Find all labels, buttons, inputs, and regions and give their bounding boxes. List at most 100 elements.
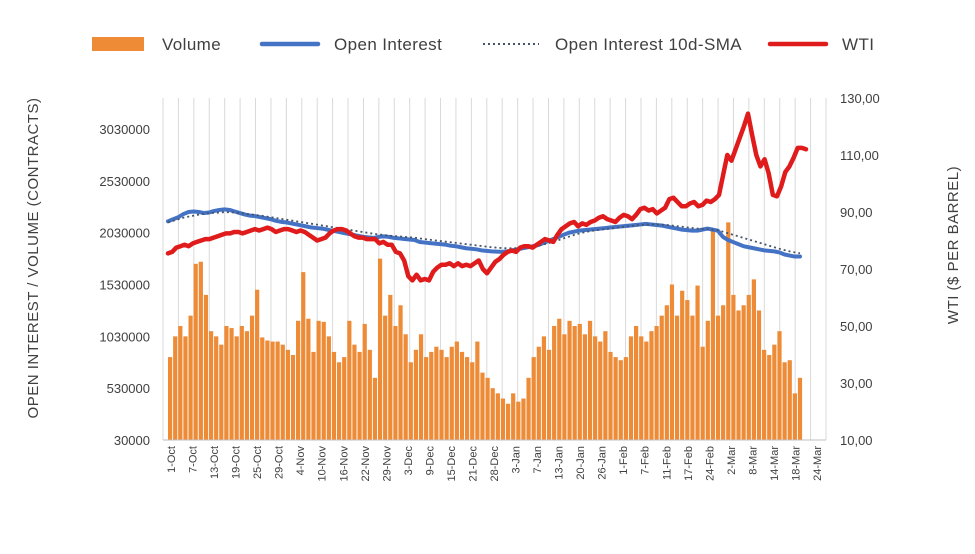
axes: 3030000 2530000 2030000 1530000 1030000 53000… (99, 91, 879, 481)
x-tick-label: 1-Feb (618, 446, 630, 475)
volume-bar (721, 305, 726, 440)
volume-bar (480, 372, 485, 440)
volume-bar (362, 323, 367, 440)
volume-bar (562, 334, 567, 440)
volume-bar (715, 315, 721, 440)
x-tick-label: 29-Oct (274, 446, 286, 479)
volume-bar (598, 341, 603, 440)
volume-bar (183, 336, 188, 440)
volume-bar (577, 323, 582, 440)
volume-bar (751, 279, 756, 440)
volume-bar (424, 357, 429, 440)
volume-bar (229, 328, 234, 440)
legend-label: WTI (842, 35, 874, 54)
volume-bar (301, 272, 306, 440)
volume-bar (762, 349, 767, 440)
volume-bar (587, 320, 593, 440)
legend-label: Volume (162, 35, 221, 54)
volume-bar (634, 326, 639, 440)
volume-bar (582, 334, 587, 440)
open-interest-sma-line (167, 211, 801, 255)
y2-tick-label: 70,00 (840, 262, 873, 277)
y2-tick-label: 110,00 (840, 148, 879, 163)
volume-bar (178, 326, 183, 440)
volume-bar (669, 284, 675, 440)
legend-item: Open Interest (259, 35, 442, 54)
volume-bar (214, 336, 219, 440)
volume-bar (367, 349, 372, 440)
volume-bar (198, 261, 203, 440)
volume-bar (572, 326, 577, 440)
volume-bar (331, 351, 337, 440)
volume-bar (552, 326, 557, 440)
volume-bar (680, 290, 685, 440)
x-tick-label: 2-Mar (726, 446, 738, 475)
open-interest-line (166, 207, 802, 259)
volume-bar (234, 336, 239, 440)
volume-bar (618, 360, 623, 440)
volume-bar (674, 315, 680, 440)
x-tick-label: 18-Mar (790, 446, 802, 481)
x-tick-label: 24-Feb (704, 446, 716, 481)
volume-bar (767, 355, 772, 440)
volume-bar (270, 341, 275, 440)
volume-bar (403, 334, 408, 440)
y-tick-label: 30000 (114, 433, 150, 448)
volume-bar (797, 377, 803, 440)
volume-bar (490, 388, 495, 440)
volume-bar (352, 344, 357, 440)
y2-axis-title: WTI ($ PER BARREL) (945, 166, 962, 324)
x-tick-label: 9-Dec (424, 446, 436, 476)
volume-bar (792, 393, 797, 440)
volume-bar (429, 351, 434, 440)
legend-item: Volume (92, 35, 221, 54)
volume-bar (741, 305, 746, 440)
volume-bar (306, 318, 311, 440)
volume-bar (265, 340, 270, 440)
volume-bar (644, 341, 649, 440)
y2-tick-label: 10,00 (840, 433, 873, 448)
volume-bar (285, 349, 290, 440)
y2-tick-label: 130,00 (840, 91, 880, 106)
volume-bar (746, 294, 751, 440)
volume-bar (388, 294, 393, 440)
volume-bar (546, 349, 552, 440)
volume-bar (219, 344, 224, 440)
legend: Volume Open Interest Open Interest 10d-SMA… (92, 35, 874, 54)
legend-swatch-volume (92, 37, 144, 51)
volume-bar (393, 326, 398, 440)
volume-bar (449, 346, 454, 440)
volume-bar (593, 336, 598, 440)
volume-bar (244, 331, 250, 440)
x-tick-label: 28-Dec (489, 446, 501, 482)
x-tick-label: 19-Oct (231, 446, 243, 479)
x-tick-label: 7-Jan (532, 446, 544, 474)
volume-bar (705, 320, 710, 440)
x-tick-label: 4-Nov (295, 446, 307, 476)
x-tick-label: 11-Feb (661, 446, 673, 480)
volume-bar (465, 357, 470, 440)
volume-bar (567, 320, 572, 440)
volume-bar (239, 326, 244, 440)
x-tick-label: 22-Nov (360, 446, 372, 482)
x-tick-label: 26-Jan (597, 446, 609, 480)
volume-bar (347, 320, 352, 440)
y-tick-label: 530000 (107, 381, 150, 396)
volume-bar (685, 300, 690, 440)
volume-bar (690, 315, 695, 440)
volume-bar (603, 331, 608, 440)
volume-bars (168, 222, 803, 440)
volume-bar (475, 341, 480, 440)
y-tick-label: 2030000 (99, 226, 150, 241)
volume-bar (173, 336, 178, 440)
volume-bar (649, 331, 654, 440)
volume-bar (168, 357, 173, 440)
volume-bar (526, 377, 531, 440)
volume-bar (608, 351, 613, 440)
volume-bar (516, 401, 521, 440)
x-tick-label: 3-Jan (511, 446, 523, 474)
volume-bar (408, 362, 413, 440)
volume-bar (439, 349, 444, 440)
x-tick-label: 13-Jan (554, 446, 566, 480)
volume-bar (485, 377, 490, 440)
